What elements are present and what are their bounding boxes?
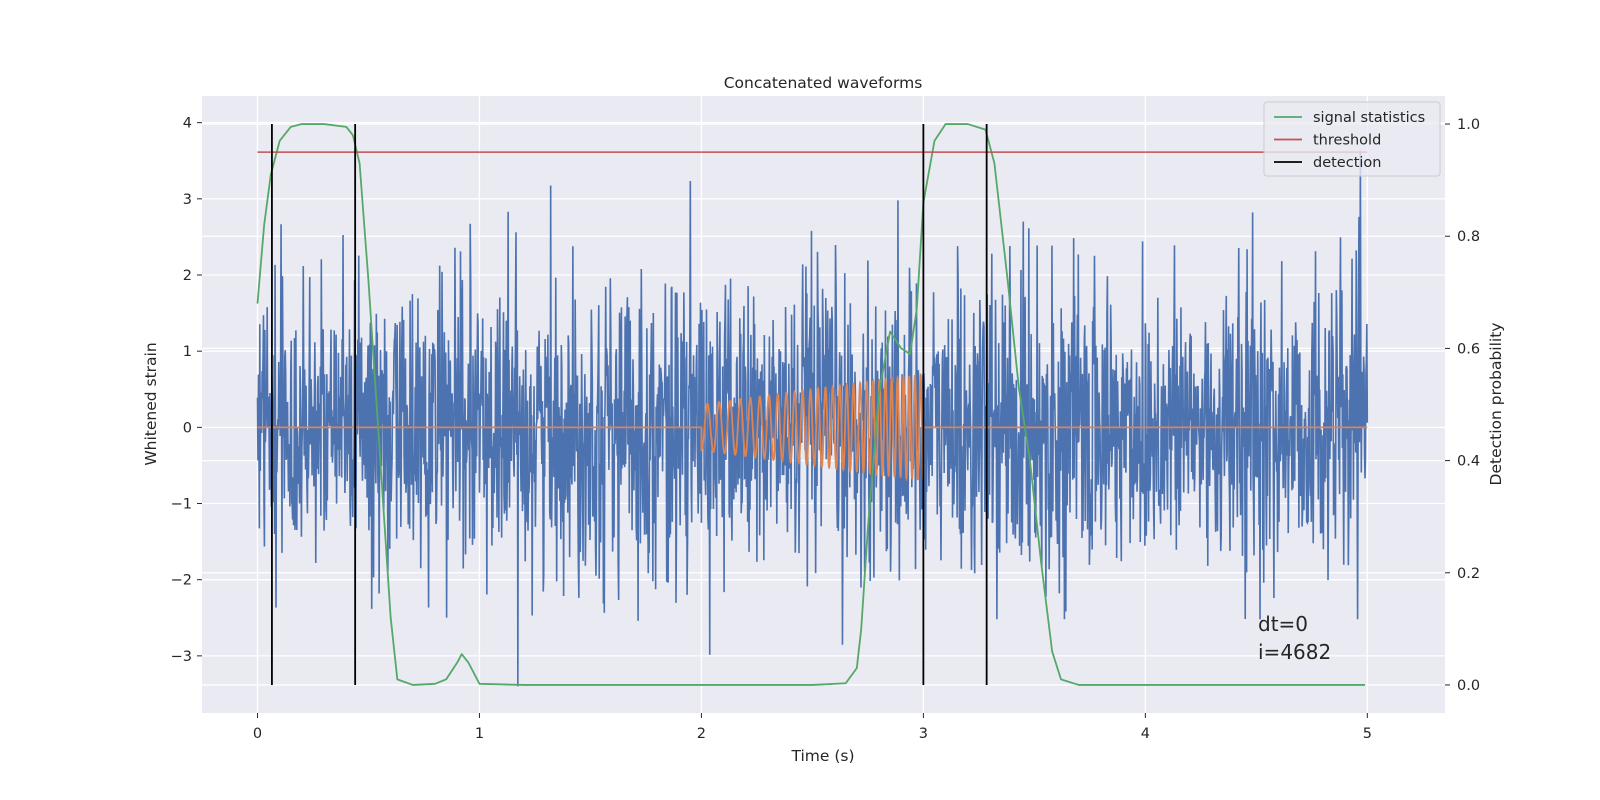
x-tick-label: 3 [919, 726, 928, 742]
plot-area [256, 123, 1369, 687]
legend: signal statistics threshold detection [1263, 101, 1441, 177]
x-tick-label: 5 [1363, 726, 1372, 742]
signal-statistics-line [256, 123, 1366, 686]
y2-tick-label: 0.2 [1457, 566, 1480, 582]
x-tick-label: 4 [1141, 726, 1150, 742]
y2-tick-label: 0.4 [1457, 454, 1480, 470]
y-tick-label: −1 [171, 497, 192, 513]
legend-box [1263, 101, 1441, 177]
ticks: 0 1 2 3 4 5 −3 −2 −1 0 1 2 3 4 0.0 0.2 0.4 0.6 0.8 1.0 [171, 116, 1480, 742]
y2-tick-label: 0.6 [1457, 341, 1480, 357]
y-tick-label: 1 [183, 344, 192, 360]
x-tick-label: 1 [475, 726, 484, 742]
annotation-text: i=4682 [1258, 640, 1331, 664]
y-tick-label: 3 [183, 192, 192, 208]
legend-label: threshold [1313, 133, 1381, 149]
x-axis-label: Time (s) [790, 747, 854, 765]
annotation-text: dt=0 [1258, 612, 1308, 636]
annotations: dt=0 i=4682 [1258, 612, 1331, 664]
y2-axis-label: Detection probability [1487, 323, 1505, 486]
chirp-line [257, 373, 1368, 482]
y-tick-label: −3 [171, 649, 192, 665]
y-axis-label: Whitened strain [142, 342, 160, 465]
y-tick-label: −2 [171, 573, 192, 589]
chart-title: Concatenated waveforms [724, 74, 923, 92]
y2-tick-label: 0.8 [1457, 229, 1480, 245]
x-tick-label: 2 [697, 726, 706, 742]
legend-label: signal statistics [1313, 110, 1425, 126]
series-layer [256, 123, 1369, 687]
x-tick-label: 0 [253, 726, 262, 742]
y2-tick-label: 1.0 [1457, 117, 1480, 133]
y2-tick-label: 0.0 [1457, 678, 1480, 694]
y-tick-label: 4 [183, 116, 192, 132]
y-tick-label: 0 [183, 420, 192, 436]
y-tick-label: 2 [183, 268, 192, 284]
legend-label: detection [1313, 155, 1381, 171]
